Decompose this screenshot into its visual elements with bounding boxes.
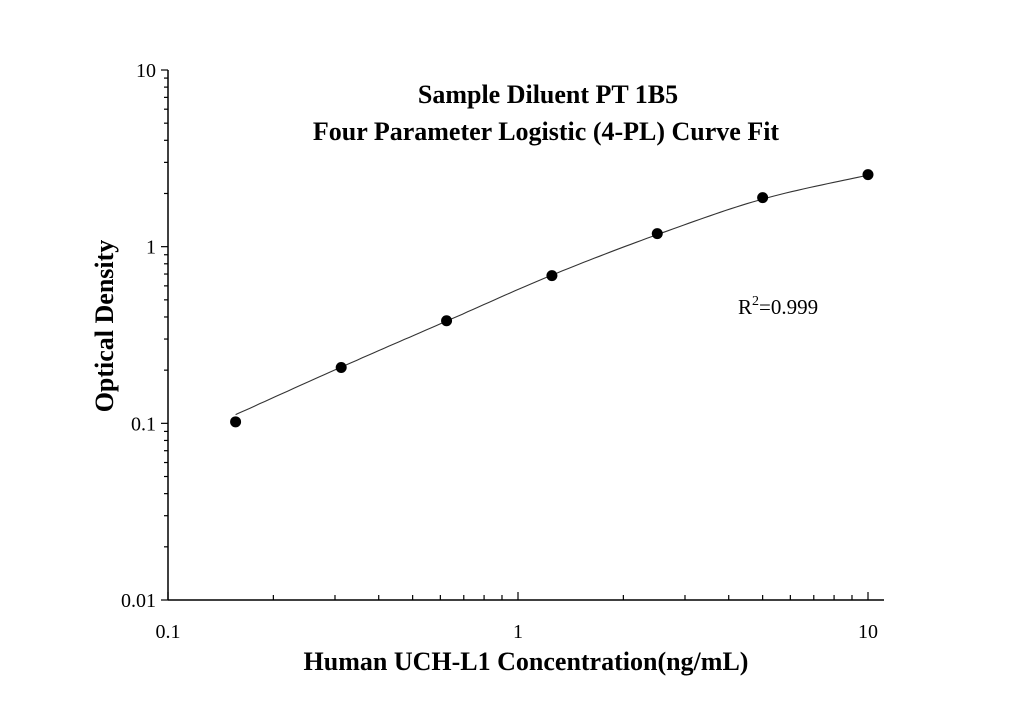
data-points bbox=[230, 169, 874, 428]
data-point bbox=[651, 228, 663, 240]
x-tick-label: 10 bbox=[858, 621, 878, 643]
y-tick-label: 0.01 bbox=[121, 590, 156, 612]
data-point bbox=[230, 416, 242, 428]
data-point bbox=[335, 362, 347, 374]
chart-subtitle: Four Parameter Logistic (4-PL) Curve Fit bbox=[313, 117, 780, 146]
y-tick-label: 0.1 bbox=[131, 413, 156, 435]
data-point bbox=[757, 192, 769, 204]
data-point bbox=[441, 315, 453, 327]
x-tick-label: 0.1 bbox=[156, 621, 181, 643]
data-point bbox=[546, 270, 558, 282]
y-tick-label: 10 bbox=[136, 60, 156, 82]
r-squared-annotation: R2=0.999 bbox=[738, 294, 818, 319]
y-tick-label: 1 bbox=[146, 237, 156, 259]
x-axis-label: Human UCH-L1 Concentration(ng/mL) bbox=[304, 647, 749, 676]
x-tick-label: 1 bbox=[513, 621, 523, 643]
data-point bbox=[862, 169, 874, 181]
chart-title: Sample Diluent PT 1B5 bbox=[418, 80, 678, 109]
y-axis-label: Optical Density bbox=[90, 240, 119, 413]
